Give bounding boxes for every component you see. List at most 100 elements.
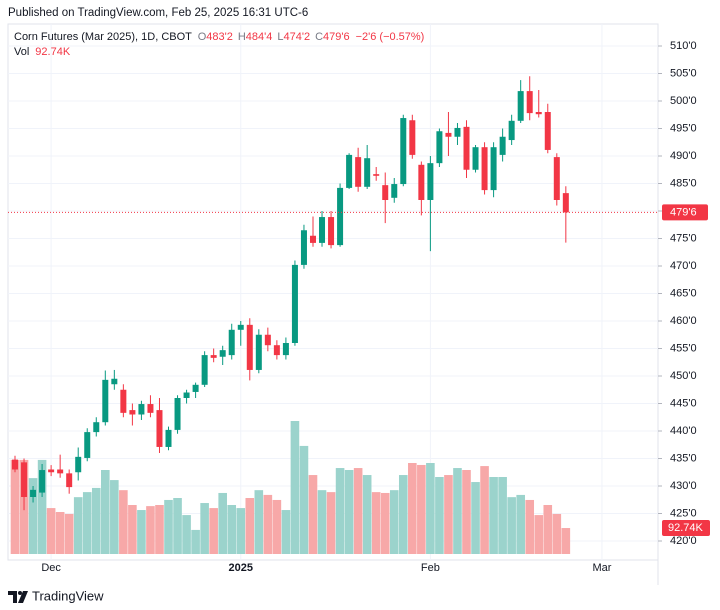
volume-bar bbox=[128, 505, 137, 554]
candle-body bbox=[508, 120, 515, 141]
volume-bar bbox=[119, 490, 128, 554]
candle-body bbox=[102, 379, 109, 423]
y-tick-label: 420'0 bbox=[670, 535, 697, 547]
volume-bar bbox=[534, 515, 544, 554]
candle-body bbox=[544, 112, 551, 150]
volume-bar bbox=[272, 499, 282, 554]
candle-body bbox=[309, 235, 316, 243]
volume-bar bbox=[389, 490, 399, 554]
candle-body bbox=[237, 324, 244, 330]
candle-body bbox=[526, 91, 533, 114]
volume-bar bbox=[489, 477, 498, 554]
candle-body bbox=[391, 184, 398, 198]
volume-bar bbox=[552, 513, 562, 554]
y-tick-label: 430'0 bbox=[670, 480, 697, 492]
x-tick-label: Feb bbox=[421, 562, 440, 574]
ohlc-key: C bbox=[315, 31, 323, 43]
volume-bar bbox=[453, 468, 462, 554]
ohlc-value: 474'2 bbox=[283, 31, 310, 43]
volume-bar bbox=[91, 487, 101, 554]
x-tick-label: 2025 bbox=[229, 562, 253, 574]
volume-bar bbox=[507, 497, 516, 554]
volume-bar bbox=[200, 503, 209, 554]
volume-bar bbox=[516, 494, 525, 554]
candle-body bbox=[201, 355, 208, 385]
volume-bar bbox=[335, 468, 345, 554]
x-tick-label: Dec bbox=[41, 562, 61, 574]
candle-body bbox=[562, 193, 569, 213]
y-tick-label: 500'0 bbox=[670, 95, 697, 107]
candle-body bbox=[553, 157, 560, 200]
volume-bar bbox=[245, 498, 255, 554]
volume-bar bbox=[344, 470, 354, 554]
legend: Corn Futures (Mar 2025), 1D, CBOT O483'2 H… bbox=[14, 31, 424, 43]
candle-body bbox=[66, 473, 73, 488]
ohlc: O483'2 H484'4 L474'2 C479'6 bbox=[198, 31, 350, 43]
candle-body bbox=[427, 163, 434, 200]
volume-bar bbox=[308, 475, 318, 554]
volume-bar bbox=[263, 494, 273, 554]
volume-bar bbox=[28, 478, 38, 554]
volume-bar bbox=[110, 480, 119, 554]
volume-bar bbox=[191, 529, 200, 554]
candle-body bbox=[273, 345, 280, 356]
volume-bar bbox=[182, 515, 191, 554]
volume-legend-label: Vol bbox=[14, 46, 29, 58]
candle-body bbox=[21, 462, 28, 497]
volume-bar bbox=[398, 475, 408, 554]
published-note: Published on TradingView.com, Feb 25, 20… bbox=[8, 7, 308, 19]
candle-body bbox=[436, 131, 443, 164]
ohlc-key: O bbox=[198, 31, 207, 43]
volume-bar bbox=[10, 459, 20, 554]
volume-bar bbox=[417, 464, 426, 554]
candle-body bbox=[400, 118, 407, 185]
last-price-label: 479'6 bbox=[670, 206, 697, 218]
volume-bar bbox=[362, 475, 372, 554]
candle-body bbox=[48, 469, 55, 473]
candle-body bbox=[12, 459, 18, 470]
candle-body bbox=[30, 489, 37, 497]
y-tick-label: 450'0 bbox=[670, 370, 697, 382]
volume-bar bbox=[64, 513, 74, 554]
volume-bar bbox=[209, 508, 218, 554]
ohlc-key: L bbox=[277, 31, 283, 43]
candle-body bbox=[300, 230, 307, 265]
y-tick-label: 465'0 bbox=[670, 287, 697, 299]
candle-body bbox=[75, 456, 82, 473]
volume-bar bbox=[55, 512, 65, 554]
y-tick-label: 490'0 bbox=[670, 150, 697, 162]
candle-body bbox=[84, 432, 91, 458]
volume-bar bbox=[146, 506, 155, 554]
candle-body bbox=[463, 126, 470, 170]
candle-body bbox=[156, 410, 163, 447]
candle-body bbox=[39, 470, 46, 493]
volume-legend-value: 92.74K bbox=[35, 46, 71, 58]
candle-body bbox=[282, 343, 289, 356]
candle-body bbox=[255, 334, 262, 370]
volume-bar bbox=[380, 492, 390, 554]
brand-logo bbox=[8, 591, 28, 603]
volume-tag bbox=[662, 520, 710, 537]
volume-bar bbox=[435, 477, 444, 554]
candle-body bbox=[328, 217, 335, 246]
candle-body bbox=[174, 398, 181, 430]
candle-body bbox=[472, 147, 479, 170]
volume-bar bbox=[254, 490, 264, 554]
change: −2'6 (−0.57%) bbox=[356, 31, 425, 43]
volume-tag-label: 92.74K bbox=[668, 522, 704, 534]
candle-body bbox=[517, 91, 524, 121]
ohlc-value: 484'4 bbox=[246, 31, 273, 43]
volume-bar bbox=[353, 468, 363, 554]
y-tick-label: 475'0 bbox=[670, 232, 697, 244]
candle-body bbox=[129, 410, 136, 415]
y-tick-label: 485'0 bbox=[670, 177, 697, 189]
y-tick-label: 495'0 bbox=[670, 122, 697, 134]
symbol: Corn Futures (Mar 2025), 1D, CBOT bbox=[14, 31, 192, 43]
y-tick-label: 455'0 bbox=[670, 342, 697, 354]
volume-bar bbox=[471, 482, 480, 554]
volume-bar bbox=[155, 505, 164, 554]
candle-body bbox=[93, 422, 100, 433]
candle-body bbox=[535, 112, 542, 115]
volume-bar bbox=[164, 499, 173, 554]
